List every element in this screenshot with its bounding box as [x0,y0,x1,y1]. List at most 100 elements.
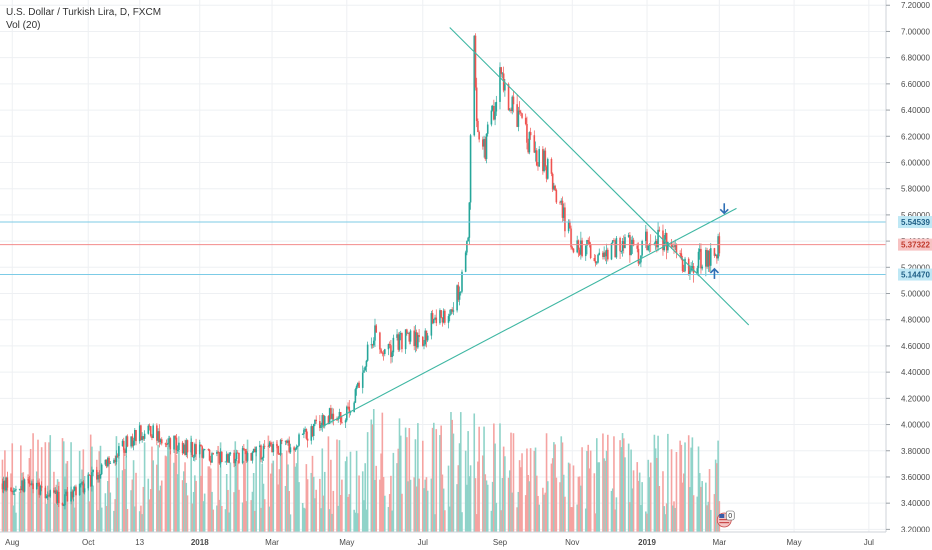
candle-body [392,337,395,353]
event-badge: 0 [725,510,735,521]
candle-body [567,221,570,232]
candle-body [578,249,581,255]
candle-body [323,416,326,427]
candle-body [706,250,708,267]
price-tick-label: 5.80000 [901,185,930,194]
volume-bar [571,507,574,532]
volume-bar [701,481,703,532]
volume-bar [279,444,282,532]
candle-body [504,84,506,91]
volume-bar [383,495,386,532]
price-label-resistance: 5.54539 [898,216,932,229]
volume-bar [338,440,341,532]
volume-bar [576,504,578,532]
candle-body [141,436,143,441]
candle-body [92,469,94,473]
candle-body [610,243,613,260]
candle-body [114,459,116,463]
volume-bar [370,419,373,532]
candle-body [388,344,391,346]
time-axis-bg [0,532,932,550]
volume-bar [227,489,229,532]
candle-body [236,452,239,454]
candle-body [164,443,167,445]
volume-bar [689,487,691,532]
volume-bar [457,465,460,532]
candle-body [580,240,582,255]
drawings[interactable]: 0 [0,27,886,528]
volume-bar [250,500,253,532]
candle-body [174,436,177,438]
candle-body [456,285,458,311]
candle-body [638,262,641,264]
candle-body [271,444,273,453]
price-tick-label: 6.20000 [901,132,930,141]
candle-body [184,444,186,456]
volume-bar [216,505,218,532]
candle-body [594,261,597,264]
candle-body [61,503,64,506]
candles[interactable] [1,33,721,510]
volume-bar [364,463,366,532]
candle-body [595,262,598,264]
volume-bar [567,462,570,532]
volume-bar [124,469,126,532]
candle-body [593,258,596,262]
volume-bar [684,442,686,532]
volume-bar [81,469,83,532]
candle-body [684,258,686,272]
volume-bar [357,513,359,532]
candle-body [89,475,92,487]
price-label-current: 5.37322 [898,238,932,251]
volume-bar [236,460,239,532]
candle-body [97,475,99,480]
volume-bar [115,436,118,532]
price-label-value: 5.14470 [901,271,930,280]
candle-body [597,254,599,263]
candle-body [671,246,674,248]
candle-body [263,445,266,447]
volume-bar [404,427,407,532]
volume-bar [194,475,196,532]
candle-body [361,372,364,388]
volume-bar [477,461,479,532]
volume-bar [122,447,125,532]
volume-bar [11,443,14,532]
volume-bar [467,431,469,532]
volume-bar [459,412,462,532]
volume-bar [654,448,657,532]
volume-bar [92,485,94,532]
volume-bar [687,435,690,532]
candle-body [195,444,197,455]
candle-body [494,111,496,120]
volume-bar [53,471,55,532]
volume-bar [593,473,596,532]
volume-bar [499,423,501,532]
volume-bar [507,477,510,532]
volume-bar [452,433,455,532]
volume-bar [417,423,419,532]
candle-body [421,336,424,346]
volume-bar [418,478,420,532]
volume-bar [424,479,427,532]
candle-body [49,490,52,497]
candle-body [20,488,22,490]
candle-body [713,248,716,256]
volume-bar [238,489,240,532]
candle-body [528,132,531,153]
candle-body [551,173,554,190]
candle-body [138,425,141,442]
volume-bar [209,468,212,532]
volume-bar [321,448,324,532]
candle-body [431,313,434,323]
price-tick-label: 5.00000 [901,290,930,299]
candle-body [535,150,538,166]
volume-bar [546,481,549,532]
candle-body [315,419,317,422]
volume-bar [545,433,548,532]
candle-body [439,310,441,324]
candle-body [72,490,75,498]
candle-body [23,479,26,492]
